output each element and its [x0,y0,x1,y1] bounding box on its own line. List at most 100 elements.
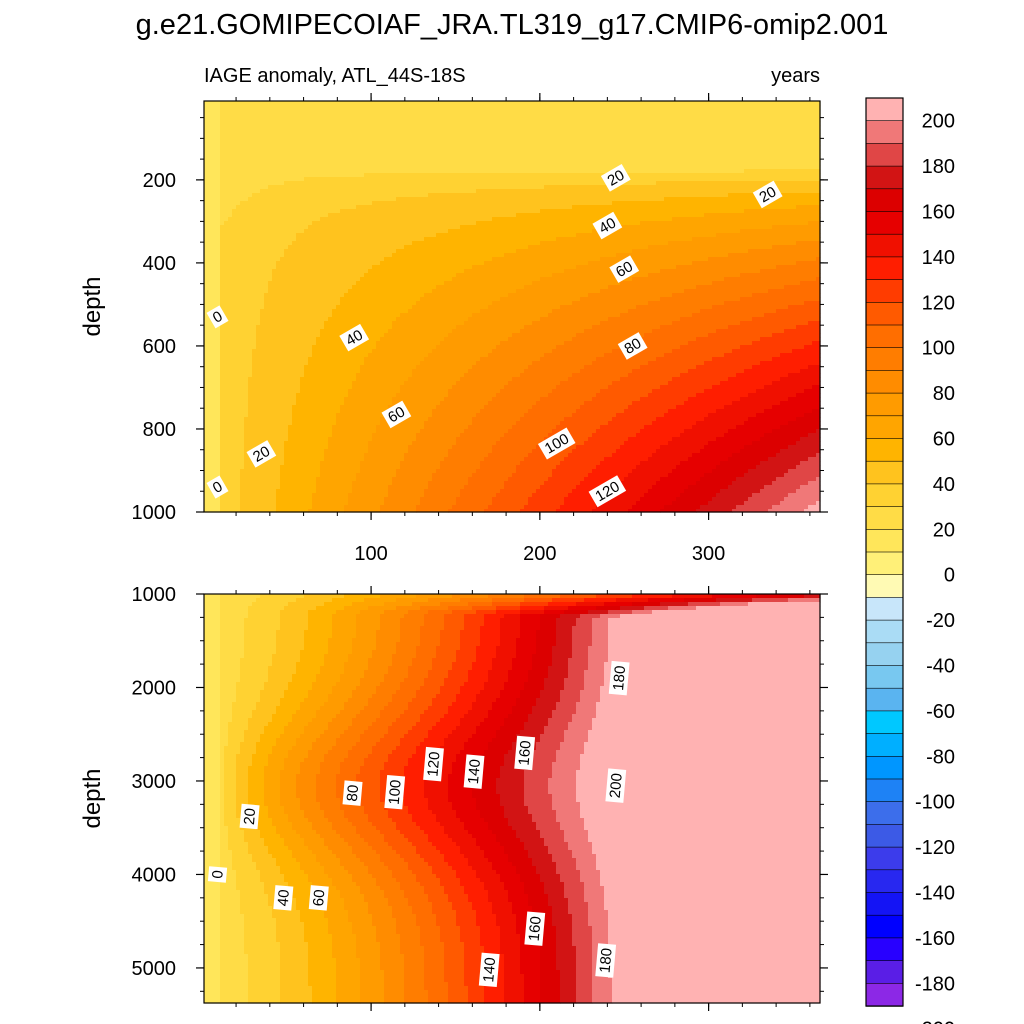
contour-cell [220,441,245,446]
contour-cell [340,806,365,811]
contour-cell [300,658,325,663]
contour-cell [476,610,497,615]
contour-cell [244,942,281,947]
contour-label-bg [381,400,412,429]
contour-cell [436,922,457,927]
contour-cell [220,405,249,410]
contour-cell [220,958,249,963]
contour-cell [500,690,521,695]
contour-cell [460,750,485,755]
colorbar-swatch [865,937,904,962]
contour-cell [320,806,341,811]
contour-cell [424,622,445,627]
contour-cell [548,850,573,855]
contour-cell [524,794,553,799]
contour-cell [376,850,397,855]
contour-cell [280,257,385,262]
contour-cell [632,249,749,254]
contour-cell [372,437,417,442]
contour-cell [540,830,565,835]
contour-cell [616,413,665,418]
contour-cell [424,293,509,298]
contour-cell [316,678,341,683]
contour-cell [332,934,357,939]
contour-cell [204,245,221,250]
contour-cell [592,998,613,1003]
contour-cell [400,790,425,795]
contour-cell [404,802,429,807]
contour-cell [596,858,821,863]
contour-cell [204,954,221,959]
contour-cell [324,453,365,458]
contour-cell [508,670,529,675]
contour-cell [496,778,525,783]
contour-cell [592,850,821,855]
contour-cell [396,473,433,478]
contour-cell [328,317,397,322]
contour-cell [352,602,385,607]
contour-cell [552,309,629,314]
contour-cell [220,938,245,943]
contour-cell [632,369,689,374]
contour-cell [276,706,301,711]
contour-cell [412,373,465,378]
x-axis-ticks: 100 200 300 [354,543,725,565]
contour-cell [520,730,545,735]
contour-cell [204,277,221,282]
contour-cell [604,674,821,679]
contour-cell [520,838,545,843]
contour-cell [308,610,337,615]
contour-cell [284,606,317,611]
contour-cell [432,698,457,703]
contour-cell [388,329,453,334]
contour-cell [236,762,253,767]
contour-cell [528,365,585,370]
contour-cell [680,345,741,350]
contour-cell [352,850,377,855]
contour-cell [308,966,337,971]
contour-cell [220,217,229,222]
contour-cell [584,477,625,482]
contour-cell [248,974,281,979]
contour-cell [360,966,381,971]
contour-cell [476,802,501,807]
colorbar-swatch [865,188,904,213]
contour-cell [204,417,221,422]
contour-cell [764,409,813,414]
contour-cell [372,846,393,851]
colorbar-swatch [865,211,904,235]
contour-cell [612,201,821,206]
contour-cell [468,990,485,995]
contour-label-bg [605,768,627,803]
contour-cell [488,678,509,683]
contour-cell [224,758,237,763]
contour-cell [468,602,493,607]
contour-cell [220,133,821,138]
contour-cell [252,814,269,819]
contour-cell [296,237,425,242]
contour-cell [612,990,821,995]
contour-cell [472,265,577,270]
contour-cell [392,694,417,699]
chart-subtitle-left: IAGE anomaly, ATL_44S-18S [204,65,466,87]
contour-cell [460,630,481,635]
contour-cell [268,810,285,815]
contour-cell [288,429,333,434]
contour-cell [456,658,477,663]
contour-cell [252,602,289,607]
contour-cell [608,610,633,615]
contour-cell [480,690,501,695]
contour-cell [352,638,377,643]
contour-cell [268,850,293,855]
contour-cell [456,870,477,875]
contour-cell [572,930,593,935]
contour-cell [596,505,633,510]
contour-cell [692,313,765,318]
contour-cell [204,602,221,607]
contour-cell [272,718,293,723]
contour-cell [304,922,329,927]
contour-cell [204,113,221,118]
contour-cell [356,714,381,719]
contour-cell [308,958,337,963]
contour-cell [480,942,501,947]
